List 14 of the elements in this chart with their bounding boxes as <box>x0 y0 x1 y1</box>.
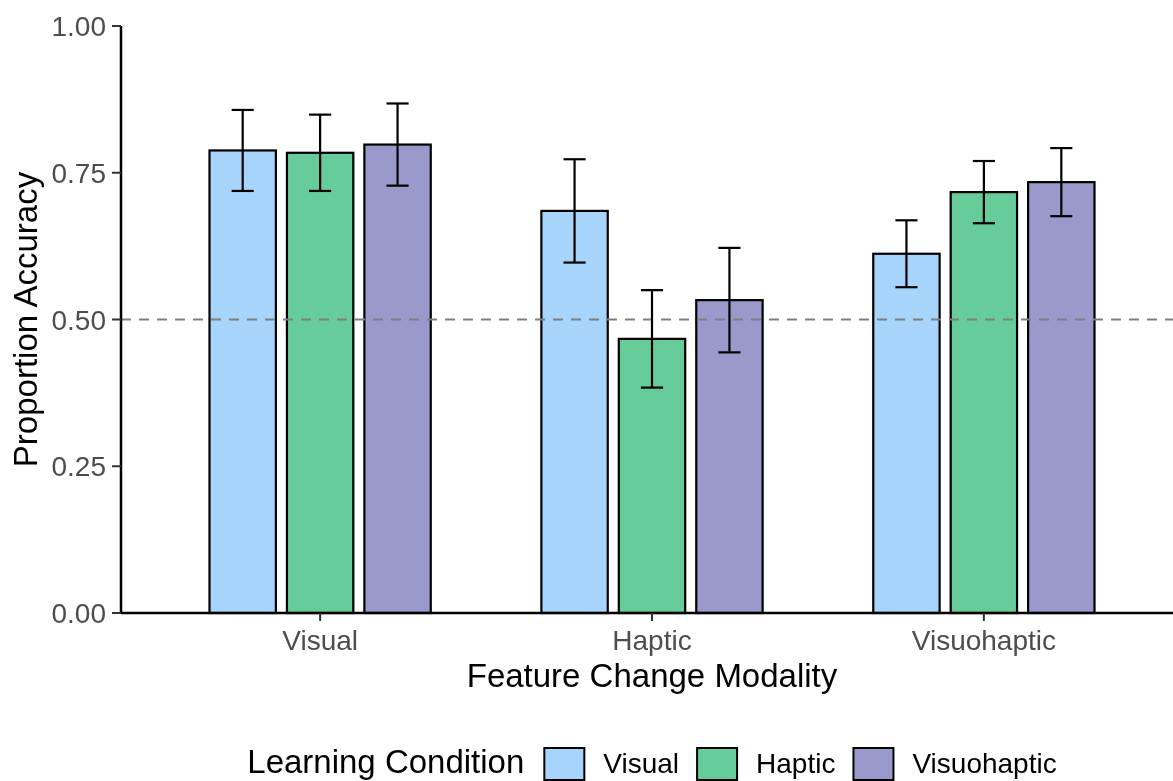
y-tick-label: 0.75 <box>51 157 106 189</box>
x-tick-label: Visual <box>282 625 359 656</box>
y-tick-label: 1.00 <box>51 11 106 43</box>
x-tick-label: Haptic <box>612 625 692 656</box>
x-axis-title: Feature Change Modality <box>466 657 838 694</box>
legend-label: Haptic <box>756 748 836 779</box>
legend-label: Visuohaptic <box>912 748 1057 779</box>
y-tick-label: 0.25 <box>51 451 106 483</box>
y-tick-label: 0.00 <box>51 598 106 630</box>
x-tick-label: Visuohaptic <box>911 625 1057 656</box>
y-axis-title: Proportion Accuracy <box>7 171 44 468</box>
y-tick-label: 0.50 <box>51 304 106 336</box>
legend-label: Visual <box>603 748 680 779</box>
legend-title: Learning Condition <box>247 743 525 780</box>
